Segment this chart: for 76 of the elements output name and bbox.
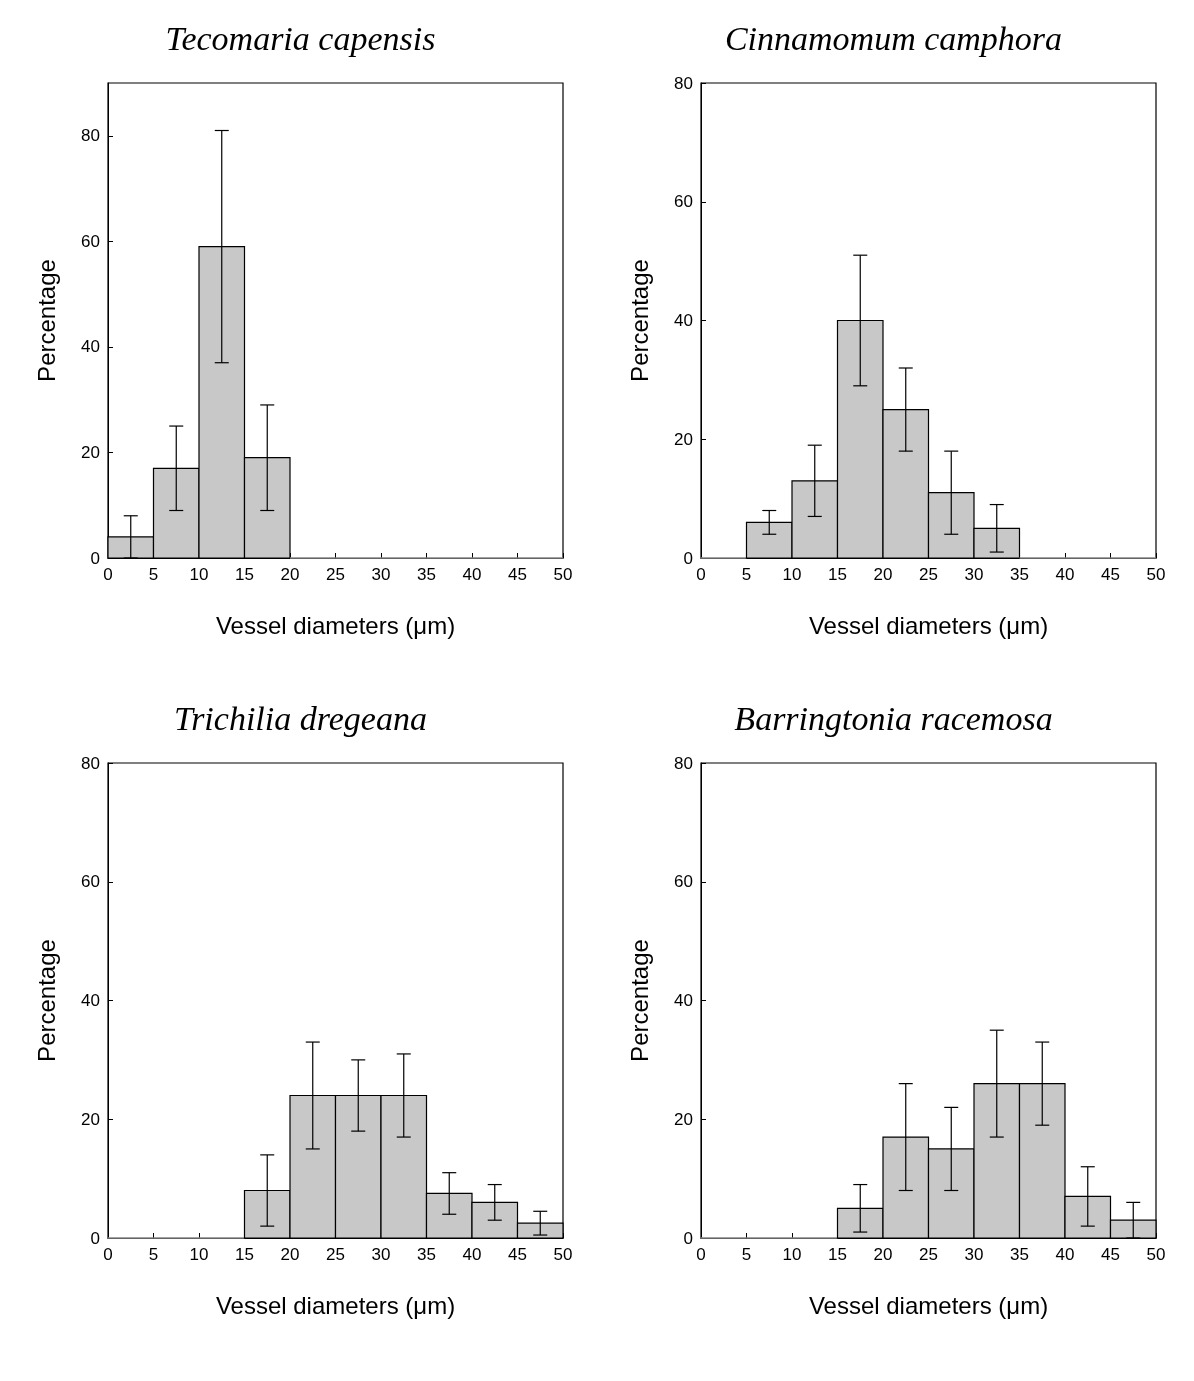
x-tick-label: 15: [235, 1245, 254, 1264]
x-axis-title: Vessel diameters (μm): [808, 1291, 1049, 1319]
y-tick-label: 80: [674, 73, 693, 93]
y-axis-title: Percentage: [625, 259, 653, 382]
y-tick-label: 20: [674, 429, 693, 449]
y-tick-label: 0: [683, 548, 693, 568]
x-tick-label: 25: [919, 565, 938, 584]
x-tick-label: 30: [964, 1245, 984, 1264]
y-axis-title: Percentage: [625, 939, 653, 1062]
chart-title: Tecomaria capensis: [165, 19, 436, 57]
x-tick-label: 40: [462, 565, 482, 584]
x-tick-label: 30: [964, 565, 984, 584]
x-tick-label: 35: [1010, 1245, 1029, 1264]
x-tick-label: 0: [696, 1245, 706, 1264]
x-tick-label: 15: [828, 565, 847, 584]
x-tick-label: 0: [696, 565, 706, 584]
x-tick-label: 40: [1055, 565, 1075, 584]
x-tick-label: 45: [508, 565, 527, 584]
x-tick-label: 5: [148, 565, 159, 584]
y-tick-label: 80: [81, 753, 100, 773]
x-tick-label: 45: [508, 1245, 527, 1264]
x-tick-label: 15: [828, 1245, 847, 1264]
y-tick-label: 20: [81, 1109, 100, 1129]
x-tick-label: 35: [417, 565, 436, 584]
x-tick-label: 10: [782, 1245, 802, 1264]
y-tick-label: 0: [90, 548, 100, 568]
x-tick-label: 25: [326, 1245, 345, 1264]
x-tick-label: 10: [189, 1245, 209, 1264]
y-tick-label: 20: [81, 442, 100, 462]
chart-title: Barringtonia racemosa: [734, 699, 1053, 737]
x-tick-label: 10: [782, 565, 802, 584]
x-tick-label: 50: [553, 565, 573, 584]
x-tick-label: 25: [919, 1245, 938, 1264]
chart-title: Cinnamomum camphora: [724, 19, 1063, 57]
y-tick-label: 60: [81, 231, 100, 251]
y-tick-label: 40: [674, 991, 693, 1010]
x-tick-label: 5: [148, 1245, 159, 1264]
y-tick-label: 0: [683, 1228, 693, 1248]
x-axis-title: Vessel diameters (μm): [215, 1291, 456, 1319]
x-tick-label: 20: [873, 565, 893, 584]
y-axis-title: Percentage: [32, 259, 60, 382]
y-tick-label: 80: [674, 753, 693, 773]
x-tick-label: 15: [235, 565, 254, 584]
x-tick-label: 20: [280, 565, 300, 584]
x-tick-label: 35: [1010, 565, 1029, 584]
y-tick-label: 20: [674, 1109, 693, 1129]
x-tick-label: 25: [326, 565, 345, 584]
x-axis-title: Vessel diameters (μm): [215, 611, 456, 639]
y-tick-label: 60: [674, 872, 693, 892]
y-axis-title: Percentage: [32, 939, 60, 1062]
chart-title: Trichilia dregeana: [174, 699, 427, 737]
x-tick-label: 45: [1101, 565, 1120, 584]
y-tick-label: 60: [674, 192, 693, 212]
x-tick-label: 45: [1101, 1245, 1120, 1264]
x-tick-label: 5: [741, 565, 752, 584]
x-tick-label: 30: [371, 1245, 391, 1264]
x-tick-label: 35: [417, 1245, 436, 1264]
x-axis-title: Vessel diameters (μm): [808, 611, 1049, 639]
x-tick-label: 10: [189, 565, 209, 584]
x-tick-label: 20: [280, 1245, 300, 1264]
y-tick-label: 40: [81, 337, 100, 357]
y-tick-label: 40: [674, 311, 693, 330]
x-tick-label: 5: [741, 1245, 752, 1264]
x-tick-label: 40: [462, 1245, 482, 1264]
x-tick-label: 50: [1146, 565, 1166, 584]
y-tick-label: 40: [81, 991, 100, 1010]
x-tick-label: 30: [371, 565, 391, 584]
x-tick-label: 50: [1146, 1245, 1166, 1264]
x-tick-label: 20: [873, 1245, 893, 1264]
x-tick-label: 40: [1055, 1245, 1075, 1264]
y-tick-label: 0: [90, 1228, 100, 1248]
x-tick-label: 0: [103, 1245, 113, 1264]
x-tick-label: 50: [553, 1245, 573, 1264]
y-tick-label: 60: [81, 872, 100, 892]
x-tick-label: 0: [103, 565, 113, 584]
y-tick-label: 80: [81, 126, 100, 146]
